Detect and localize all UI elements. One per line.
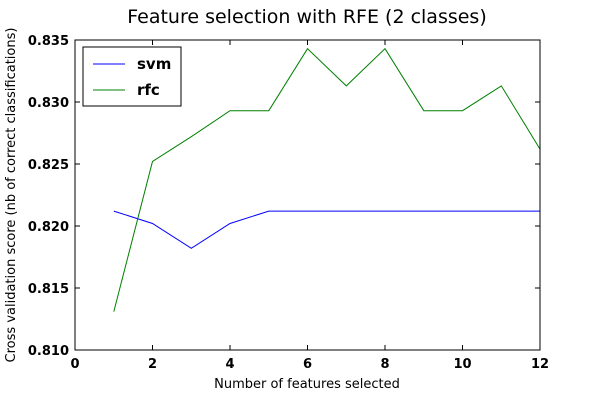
y-tick-label: 0.830 <box>28 96 69 111</box>
x-tick-label: 10 <box>453 357 471 372</box>
x-axis-label: Number of features selected <box>214 377 400 392</box>
legend-label-svm: svm <box>137 55 171 73</box>
legend: svm rfc <box>82 46 182 107</box>
y-tick-label: 0.835 <box>28 34 69 49</box>
y-tick-label: 0.815 <box>28 282 69 297</box>
x-tick-label: 12 <box>531 357 549 372</box>
legend-label-rfc: rfc <box>137 81 160 99</box>
x-tick-label: 6 <box>303 357 312 372</box>
x-tick-label: 8 <box>380 357 389 372</box>
y-tick-label: 0.820 <box>28 220 69 235</box>
chart-title: Feature selection with RFE (2 classes) <box>127 6 487 28</box>
x-tick-label: 4 <box>225 357 234 372</box>
plot-lines <box>113 47 541 312</box>
axis-ticks: 0 2 4 6 8 10 12 0.810 0.815 0.820 0.825 0.830 0.835 <box>28 34 549 372</box>
x-tick-label: 2 <box>148 357 157 372</box>
x-tick-label: 0 <box>70 357 79 372</box>
series-line-svm <box>113 210 540 249</box>
series-line-rfc <box>113 47 541 312</box>
legend-box <box>82 46 182 107</box>
y-axis-label: Cross validation score (nb of correct cl… <box>4 28 19 363</box>
y-tick-label: 0.825 <box>28 158 69 173</box>
y-tick-label: 0.810 <box>28 344 69 359</box>
